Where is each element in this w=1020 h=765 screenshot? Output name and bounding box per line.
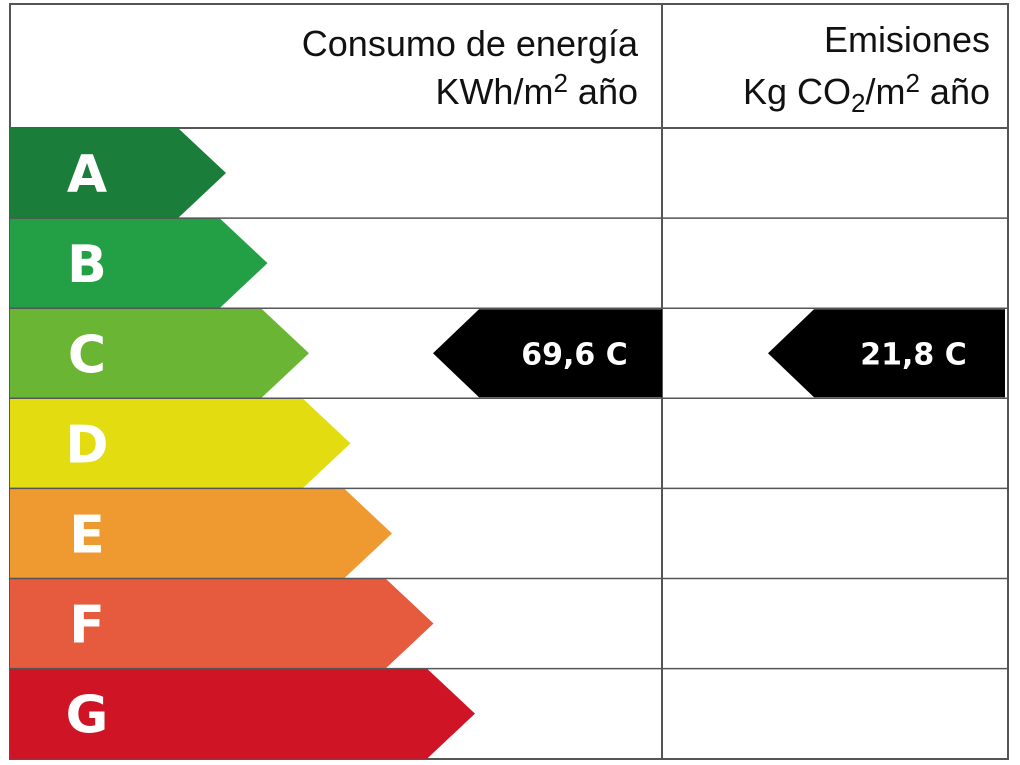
emissions-unit-sup: 2 <box>905 68 919 98</box>
energy-indicator-value: 69,6 C <box>521 337 627 372</box>
emissions-indicator-value: 21,8 C <box>860 337 966 372</box>
emissions-unit-year: año <box>920 71 990 112</box>
rating-letter-f: F <box>69 596 105 656</box>
energy-header-title: Consumo de energía <box>302 23 639 64</box>
rating-arrow-c <box>10 308 309 399</box>
energy-unit-base: KWh/m <box>435 71 553 112</box>
energy-header-unit: KWh/m2 año <box>435 68 638 112</box>
rating-arrow-e <box>10 488 392 579</box>
rating-arrow-d <box>10 398 351 489</box>
rating-letter-c: C <box>68 325 106 385</box>
emissions-unit-per: /m <box>865 71 905 112</box>
energy-unit-sup: 2 <box>553 68 567 98</box>
rating-arrow-g <box>10 668 475 759</box>
rating-letter-e: E <box>69 505 105 565</box>
energy-indicator-arrow <box>433 309 662 398</box>
rating-arrow-a <box>10 128 226 219</box>
emissions-unit-sub: 2 <box>851 88 865 118</box>
emissions-unit-base: Kg CO <box>743 71 851 112</box>
rating-letter-d: D <box>65 415 108 475</box>
emissions-header-title: Emisiones <box>824 19 990 60</box>
rating-letter-g: G <box>66 686 109 746</box>
rating-indicators: 69,6 C 21,8 C <box>433 309 1005 398</box>
rating-arrow-b <box>10 218 268 309</box>
rating-letter-b: B <box>67 235 107 295</box>
rating-arrow-f <box>10 578 434 669</box>
emissions-indicator-arrow <box>768 309 1005 398</box>
rating-letter-a: A <box>67 145 107 205</box>
energy-unit-year: año <box>568 71 638 112</box>
emissions-header-unit: Kg CO2/m2 año <box>743 68 990 118</box>
